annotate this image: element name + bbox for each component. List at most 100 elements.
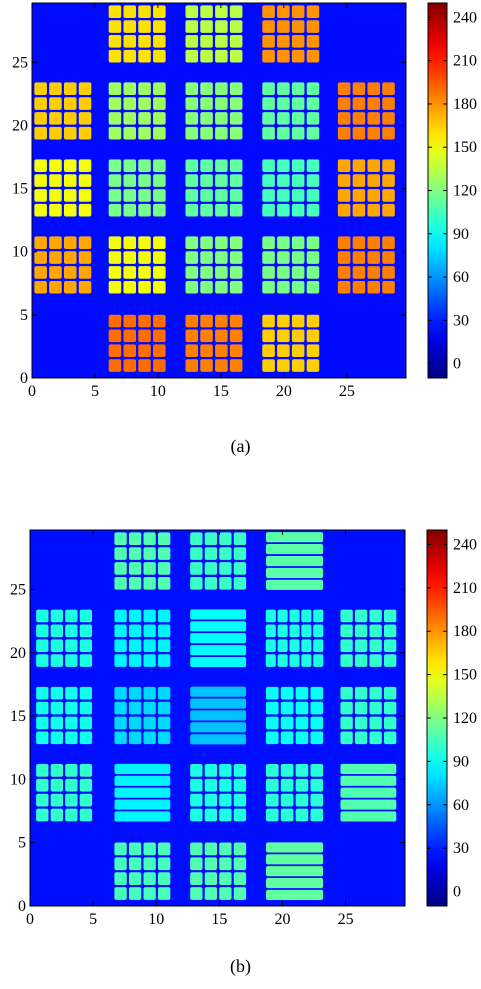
heatmap-cell: [265, 555, 324, 567]
heatmap-cell: [190, 710, 247, 721]
heatmap-cell: [78, 82, 92, 96]
heatmap-block: [265, 532, 324, 590]
heatmap-cell: [277, 624, 288, 638]
heatmap-cell: [123, 35, 137, 48]
heatmap-cell: [36, 808, 49, 822]
heatmap-cell: [114, 811, 171, 822]
heatmap-cell: [337, 174, 351, 187]
heatmap-cell: [277, 639, 288, 653]
heatmap-cell: [190, 764, 203, 777]
heatmap-cell: [306, 344, 320, 358]
heatmap-cell: [138, 97, 151, 110]
heatmap-cell: [306, 359, 320, 372]
heatmap-cell: [200, 203, 213, 217]
heatmap-cell: [215, 314, 228, 328]
heatmap-cell: [128, 887, 142, 900]
heatmap-cell: [79, 654, 93, 667]
heatmap-cell: [153, 20, 166, 33]
heatmap-cell: [34, 112, 47, 125]
x-tick-label: 10: [150, 383, 166, 400]
heatmap-block: [337, 159, 395, 217]
heatmap-block: [190, 842, 247, 900]
heatmap-cell: [143, 654, 156, 667]
heatmap-cell: [215, 359, 228, 372]
heatmap-cell: [138, 314, 151, 328]
heatmap-cell: [291, 159, 305, 173]
y-tick-label: 5: [20, 307, 28, 324]
heatmap-cell: [382, 266, 395, 279]
heatmap-cell: [265, 878, 324, 889]
heatmap-cell: [78, 236, 92, 250]
heatmap-cell: [313, 639, 324, 653]
heatmap-cell: [123, 97, 137, 110]
heatmap-cell: [340, 686, 353, 700]
heatmap-block: [190, 686, 247, 745]
heatmap-block: [36, 764, 93, 822]
heatmap-block: [262, 314, 320, 372]
heatmap-cell: [262, 344, 275, 358]
heatmap-cell: [340, 811, 397, 822]
heatmap-cell: [108, 344, 122, 358]
heatmap-cell: [233, 532, 247, 546]
heatmap-cell: [185, 159, 199, 173]
heatmap-cell: [79, 731, 93, 745]
heatmap-cell: [138, 344, 151, 358]
heatmap-cell: [36, 716, 49, 730]
heatmap-cell: [63, 126, 77, 140]
heatmap-block: [34, 159, 92, 217]
heatmap-cell: [233, 764, 247, 777]
heatmap-cell: [185, 344, 199, 358]
heatmap-cell: [200, 329, 213, 343]
heatmap-cell: [229, 236, 243, 250]
y-tick-label: 25: [12, 54, 28, 71]
heatmap-cell: [65, 654, 78, 667]
heatmap-cell: [157, 577, 171, 590]
heatmap-block: [340, 763, 397, 822]
axes-frame: [31, 2, 407, 379]
heatmap-cell: [123, 189, 137, 202]
heatmap-cell: [280, 686, 294, 700]
heatmap-cell: [128, 624, 142, 638]
heatmap-block: [185, 236, 243, 294]
heatmap-cell: [63, 97, 77, 110]
heatmap-cell: [233, 547, 247, 560]
heatmap-cell: [277, 609, 288, 623]
heatmap-cell: [50, 764, 64, 777]
heatmap-cell: [340, 609, 353, 623]
heatmap-cell: [306, 329, 320, 343]
heatmap-cell: [352, 251, 366, 264]
heatmap-cell: [337, 126, 351, 140]
heatmap-cell: [291, 344, 305, 358]
y-tick-label: 5: [18, 835, 26, 852]
heatmap-cell: [138, 203, 151, 217]
colorbar-tick-label: 60: [453, 269, 469, 286]
heatmap-cell: [108, 203, 122, 217]
heatmap-cell: [265, 639, 276, 653]
heatmap-cell: [143, 716, 156, 730]
heatmap-cell: [233, 857, 247, 871]
heatmap-cell: [108, 359, 122, 372]
heatmap-cell: [123, 203, 137, 217]
heatmap-cell: [49, 82, 62, 96]
heatmap-cell: [295, 701, 309, 715]
x-tick-label: 20: [275, 911, 291, 928]
heatmap-cell: [36, 778, 49, 792]
heatmap-cell: [219, 778, 232, 792]
heatmap-cell: [306, 236, 320, 250]
heatmap-cell: [49, 112, 62, 125]
heatmap-cell: [78, 97, 92, 110]
heatmap-cell: [157, 842, 171, 856]
heatmap-cell: [190, 656, 247, 668]
heatmap-cell: [277, 82, 290, 96]
heatmap-cell: [215, 329, 228, 343]
x-tick-label: 5: [89, 911, 97, 928]
heatmap-cell: [301, 654, 312, 667]
colorbar-tick-label: 120: [453, 710, 477, 727]
heatmap-cell: [143, 887, 156, 900]
heatmap-cell: [185, 82, 199, 96]
heatmap-cell: [277, 126, 290, 140]
heatmap-cell: [306, 20, 320, 33]
heatmap-cell: [123, 82, 137, 96]
heatmap-cell: [340, 731, 353, 745]
heatmap-cell: [280, 731, 294, 745]
